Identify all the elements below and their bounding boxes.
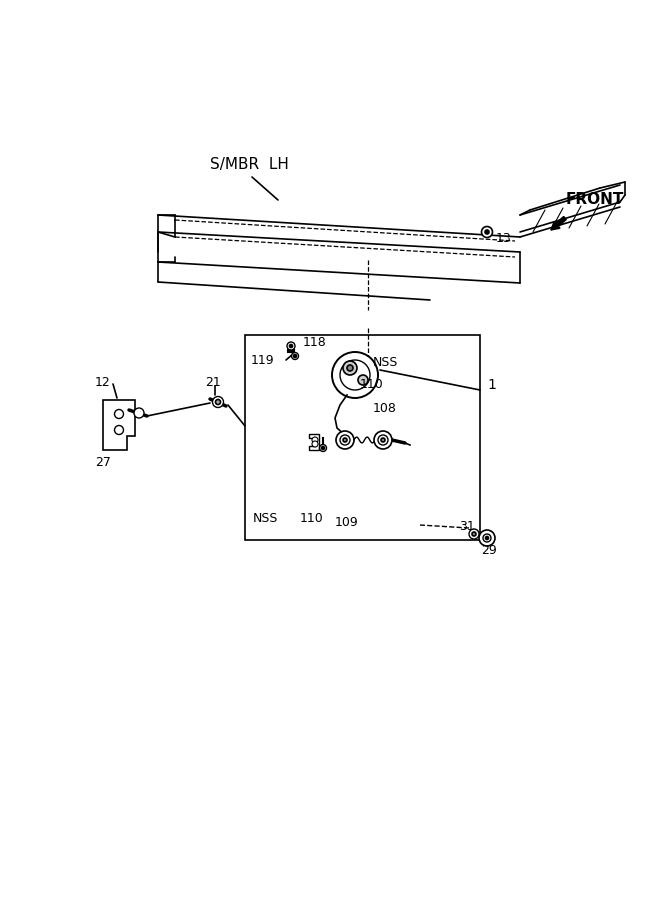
FancyArrow shape	[551, 217, 566, 230]
Polygon shape	[309, 434, 319, 450]
Text: 119: 119	[251, 354, 275, 366]
Circle shape	[343, 361, 357, 375]
Text: 27: 27	[95, 456, 111, 470]
Text: 12: 12	[95, 375, 111, 389]
Text: 21: 21	[205, 376, 221, 390]
Circle shape	[287, 342, 295, 350]
Circle shape	[378, 435, 388, 445]
Circle shape	[486, 536, 488, 539]
Text: FRONT: FRONT	[566, 193, 624, 208]
Circle shape	[312, 437, 318, 443]
Circle shape	[340, 435, 350, 445]
Circle shape	[469, 529, 479, 539]
Circle shape	[293, 355, 297, 357]
Circle shape	[115, 410, 123, 418]
Circle shape	[483, 534, 491, 542]
Circle shape	[347, 365, 353, 371]
Circle shape	[289, 345, 293, 347]
Circle shape	[134, 408, 144, 418]
Text: 110: 110	[300, 511, 323, 525]
Circle shape	[319, 445, 327, 452]
Text: 110: 110	[360, 379, 384, 392]
Circle shape	[291, 353, 299, 359]
Circle shape	[472, 532, 476, 536]
Circle shape	[381, 438, 385, 442]
Circle shape	[332, 352, 378, 398]
Polygon shape	[103, 400, 135, 450]
Text: 108: 108	[373, 401, 397, 415]
Circle shape	[343, 438, 347, 442]
Circle shape	[482, 227, 492, 238]
Circle shape	[115, 426, 123, 435]
Text: 29: 29	[481, 544, 497, 557]
Text: 1: 1	[487, 378, 496, 392]
Text: 109: 109	[335, 516, 359, 528]
Text: NSS: NSS	[373, 356, 398, 368]
Circle shape	[485, 230, 489, 234]
Text: S/MBR  LH: S/MBR LH	[210, 158, 289, 173]
Text: 118: 118	[303, 336, 327, 348]
Circle shape	[213, 397, 223, 408]
Circle shape	[340, 360, 370, 390]
Circle shape	[336, 431, 354, 449]
Circle shape	[312, 441, 318, 447]
Text: NSS: NSS	[253, 511, 278, 525]
Circle shape	[321, 446, 325, 449]
Circle shape	[374, 431, 392, 449]
Circle shape	[215, 400, 221, 404]
Text: 31: 31	[459, 519, 475, 533]
Text: 13: 13	[496, 232, 512, 246]
Bar	[245, 335, 480, 540]
Circle shape	[479, 530, 495, 546]
Circle shape	[358, 375, 368, 385]
